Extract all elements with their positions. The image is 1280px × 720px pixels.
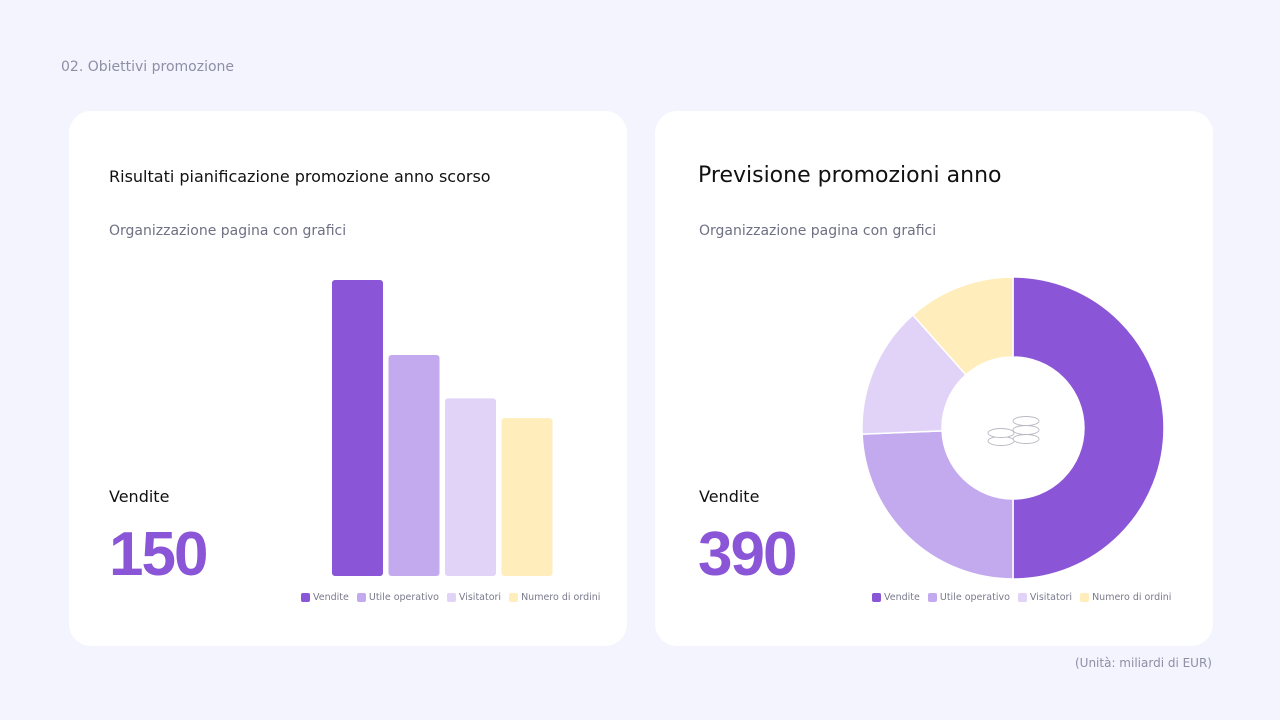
legend-swatch [872, 593, 881, 602]
legend-swatch [356, 593, 366, 602]
legend-label: Utile operativo [939, 592, 1010, 603]
slice-visitatori [861, 313, 967, 435]
legend-label: Vendite [884, 592, 920, 603]
bar-vendite [332, 280, 383, 576]
legend-label: Utile operativo [368, 592, 439, 603]
donut-chart [861, 276, 1165, 580]
legend-swatch [301, 593, 310, 602]
kpi-label: Vendite [699, 487, 760, 506]
donut-chart-title: Previsione promozioni anno [698, 163, 1002, 188]
legend-item-numero-di-ordini: Numero di ordini [1080, 592, 1171, 603]
bar-numero-di-ordini [501, 418, 553, 576]
bar-chart-legend: Vendite Utile operativo Visitatori Numero d… [301, 592, 600, 603]
bar-utile-operativo [388, 354, 440, 576]
slice-numero-di-ordini [911, 276, 1014, 376]
donut-chart-card: Previsione promozioni anno Organizzazion… [655, 111, 1213, 646]
legend-label: Numero di ordini [1092, 592, 1172, 603]
bar-chart-card: Risultati pianificazione promozione anno… [69, 111, 627, 646]
legend-item-vendite: Vendite [872, 592, 920, 603]
bar-visitatori [445, 398, 496, 576]
unit-note: (Unità: miliardi di EUR) [1074, 656, 1212, 670]
legend-item-visitatori: Visitatori [1017, 592, 1073, 603]
kpi-label: Vendite [109, 487, 170, 506]
legend-swatch [927, 593, 937, 602]
donut-chart-legend: Vendite Utile operativo Visitatori Numero d… [872, 592, 1171, 603]
legend-label: Vendite [313, 592, 349, 603]
bar-chart [332, 280, 553, 576]
legend-label: Visitatori [1029, 592, 1073, 603]
legend-item-utile-operativo: Utile operativo [927, 592, 1010, 603]
bar-chart-subtitle: Organizzazione pagina con grafici [109, 223, 347, 239]
donut-chart-subtitle: Organizzazione pagina con grafici [699, 223, 937, 239]
legend-item-vendite: Vendite [301, 592, 349, 603]
legend-label: Numero di ordini [521, 592, 601, 603]
slice-vendite [1012, 276, 1165, 580]
legend-label: Visitatori [458, 592, 502, 603]
legend-item-numero-di-ordini: Numero di ordini [509, 592, 600, 603]
legend-swatch [509, 593, 519, 602]
slice-utile-operativo [861, 430, 1014, 580]
coins-icon [987, 416, 1040, 446]
kpi-value: 390 [698, 520, 797, 589]
legend-item-utile-operativo: Utile operativo [356, 592, 439, 603]
legend-swatch [1080, 593, 1090, 602]
legend-swatch [446, 593, 456, 602]
section-label: 02. Obiettivi promozione [61, 59, 235, 75]
kpi-value: 150 [109, 520, 208, 589]
legend-item-visitatori: Visitatori [446, 592, 502, 603]
bar-chart-title: Risultati pianificazione promozione anno… [109, 167, 491, 186]
legend-swatch [1017, 593, 1027, 602]
